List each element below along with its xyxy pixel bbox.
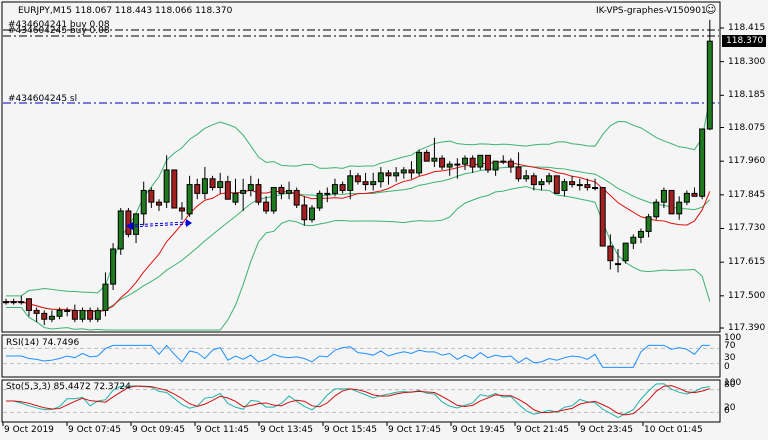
sto-tick-label: 100 (724, 378, 742, 388)
time-tick-label: 10 Oct 01:45 (644, 425, 703, 435)
current-price-tag (722, 35, 766, 47)
price-tick-label: 117.390 (728, 323, 766, 334)
price-tick-label: 117.500 (728, 290, 766, 301)
time-tick-label: 9 Oct 09:45 (132, 425, 185, 435)
rsi-tick-label: 70 (724, 341, 736, 351)
terminal-name: IK-VPS-graphes-V150901 (596, 6, 707, 16)
sto-tick-label: 80 (724, 380, 736, 390)
price-tick-label: 118.185 (728, 90, 766, 101)
time-tick-label: 9 Oct 19:45 (452, 425, 505, 435)
axes (2, 27, 724, 426)
time-tick-label: 9 Oct 17:45 (388, 425, 441, 435)
time-tick-label: 9 Oct 13:45 (260, 425, 313, 435)
main-price-panel[interactable] (1, 1, 721, 333)
price-tick-label: 117.730 (728, 223, 766, 234)
time-tick-label: 9 Oct 23:45 (580, 425, 633, 435)
candles (3, 19, 713, 326)
time-tick-label: 9 Oct 07:45 (68, 425, 121, 435)
price-tick-label: 118.415 (728, 23, 766, 33)
sto-tick-label: 0 (724, 406, 730, 416)
order-lines (3, 29, 719, 104)
rsi-tick-label: 0 (724, 362, 730, 372)
time-tick-label: 9 Oct 21:45 (516, 425, 569, 435)
time-tick-label: 9 Oct 11:45 (196, 425, 249, 435)
current-price-value: 118.370 (726, 36, 764, 46)
order-label-1[interactable]: #434604241 buy 0.08 (8, 20, 110, 30)
rsi-label: RSI(14) 74.7496 (6, 338, 80, 348)
price-tick-label: 118.300 (728, 56, 766, 67)
sto-label: Sto(5,3,3) 85.4472 72.3724 (6, 382, 131, 392)
price-tick-label: 117.845 (728, 189, 766, 200)
stochastic-panel[interactable] (1, 379, 721, 423)
rsi-panel[interactable] (1, 334, 721, 378)
price-tick-label: 117.960 (728, 156, 766, 167)
price-tick-label: 117.615 (728, 257, 766, 268)
stochastic-lines (3, 383, 719, 419)
symbol-info: EURJPY,M15 118.067 118.443 118.066 118.3… (18, 6, 233, 16)
rsi-tick-label: 30 (724, 353, 736, 363)
rsi-line (3, 344, 719, 368)
moving-average (6, 161, 711, 313)
time-tick-label: 9 Oct 2019 (4, 425, 54, 435)
trade-arrow (126, 219, 192, 230)
time-tick-label: 9 Oct 15:45 (324, 425, 377, 435)
price-tick-label: 118.075 (728, 122, 766, 133)
sto-tick-label: 20 (724, 403, 736, 413)
rsi-tick-label: 100 (724, 333, 742, 343)
order-label-2[interactable]: #434604245 buy 0.08 (8, 26, 110, 36)
sl-label[interactable]: #434604245 sl (8, 94, 78, 104)
smiley-icon: ☺ (705, 3, 717, 16)
